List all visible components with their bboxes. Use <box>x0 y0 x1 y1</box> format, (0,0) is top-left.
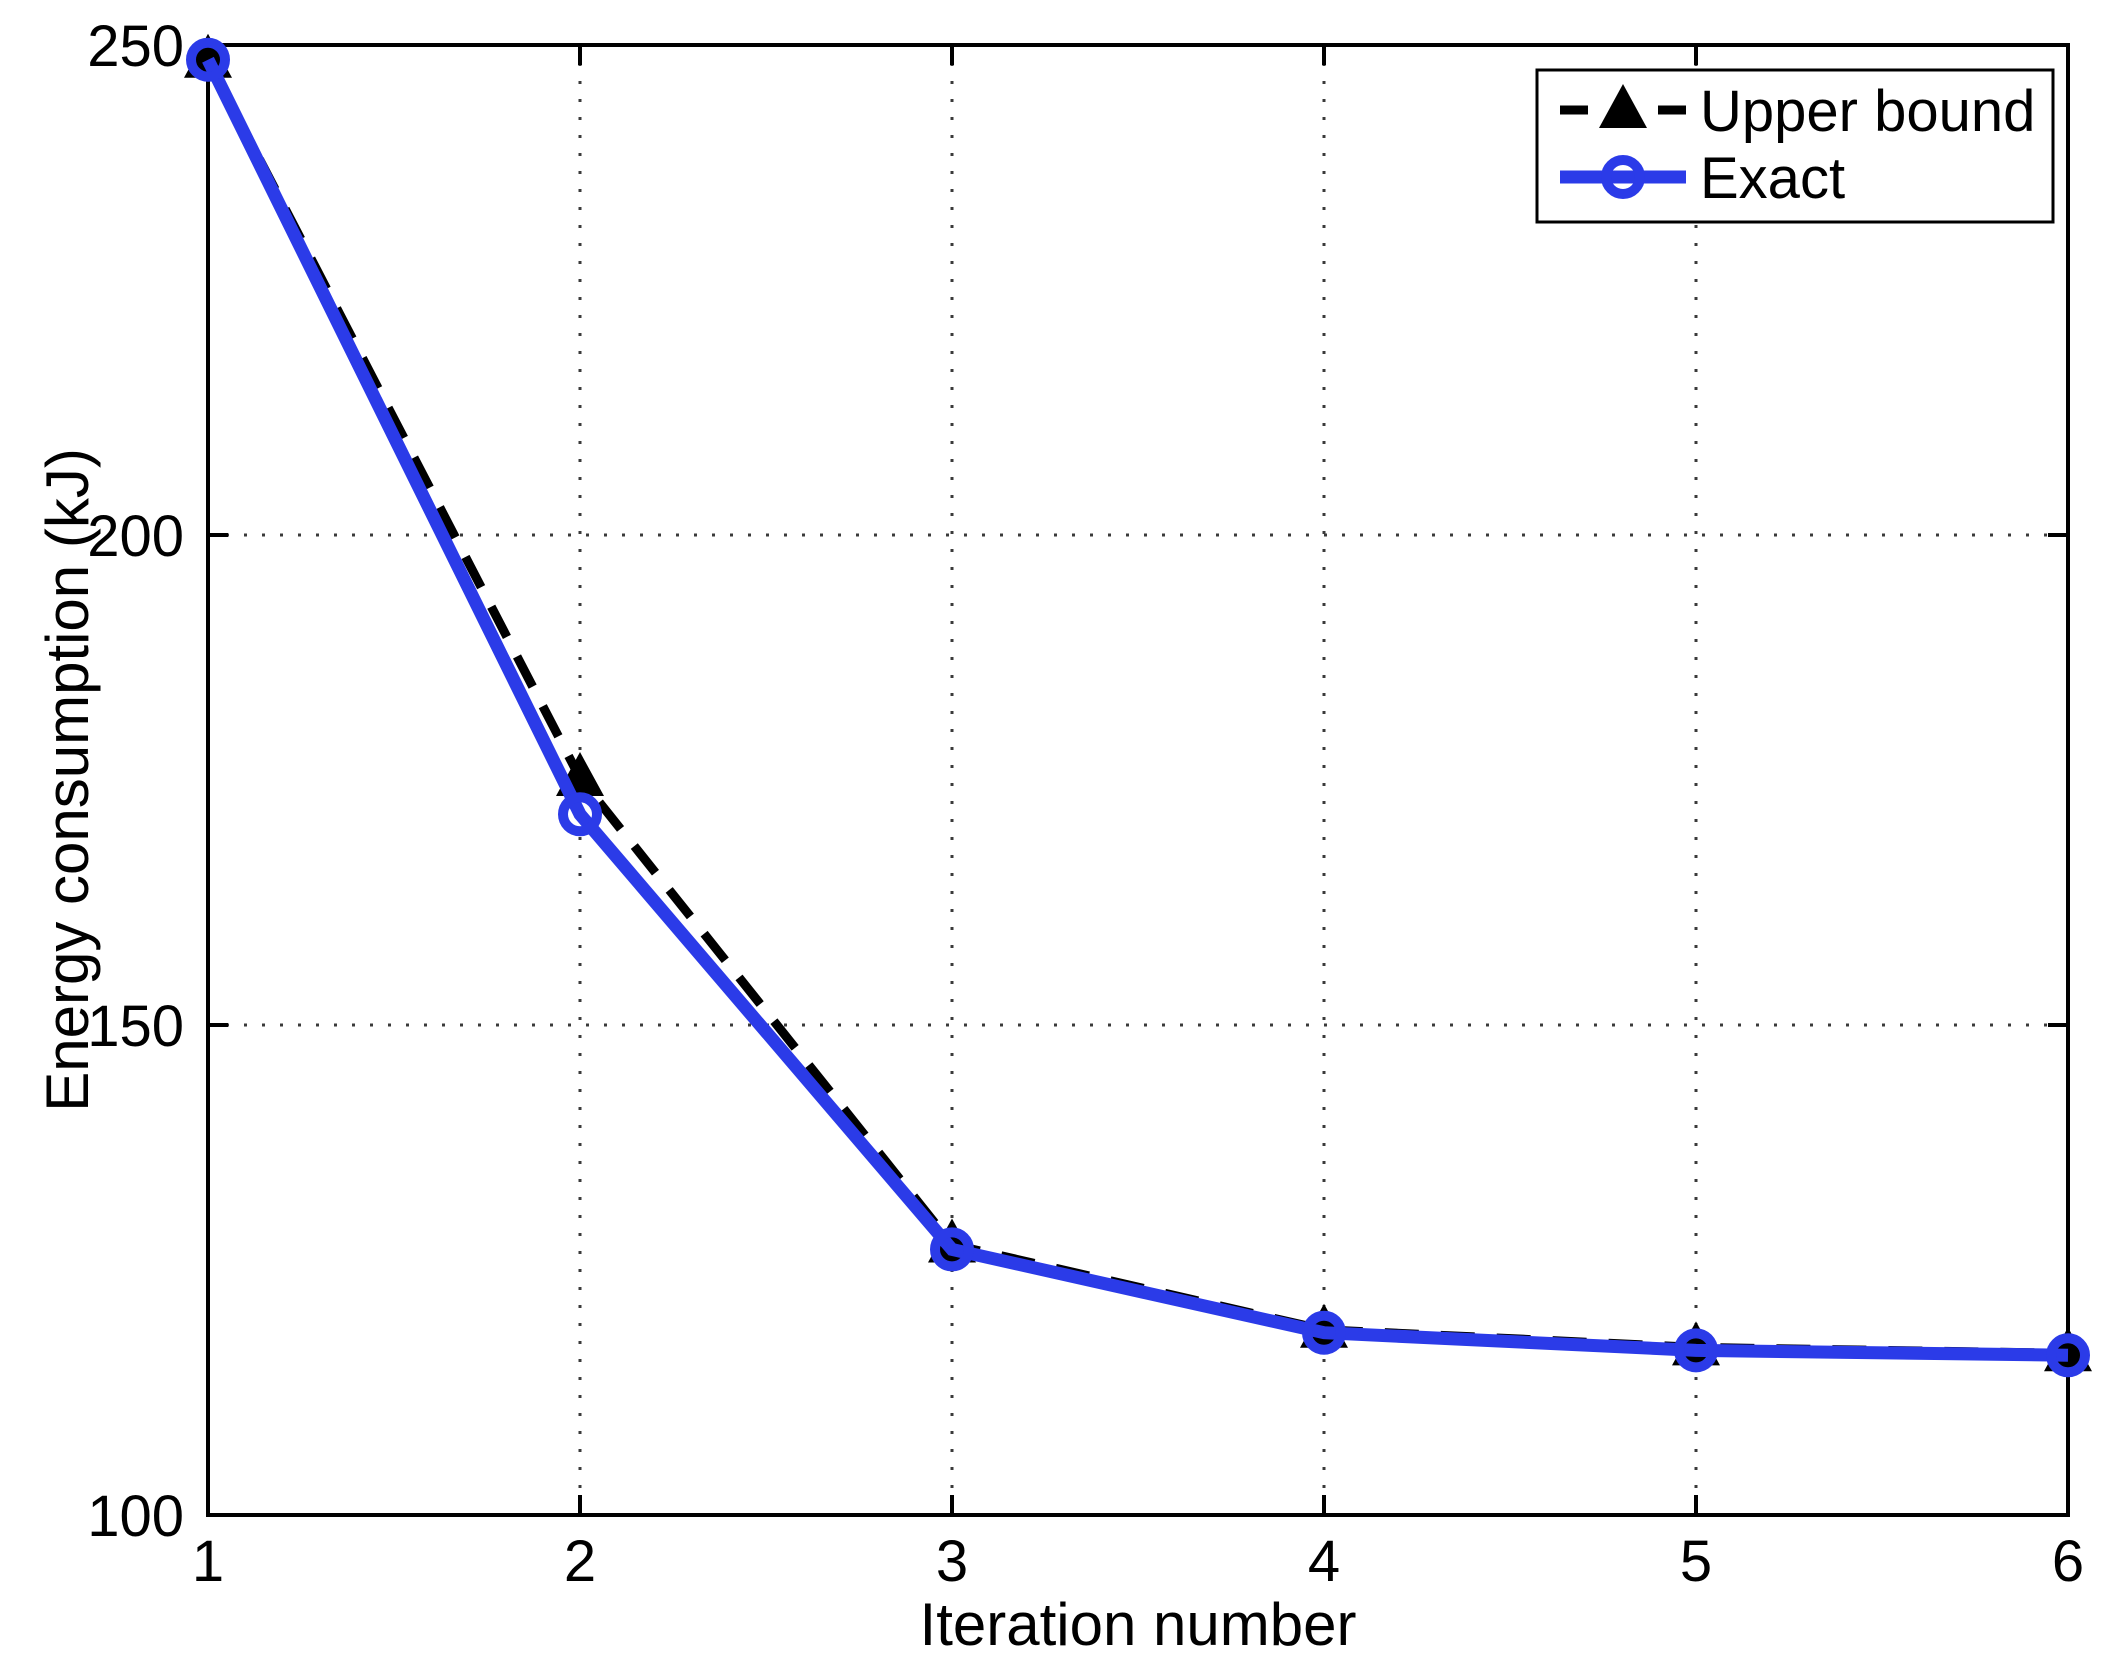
data-marker-circle <box>186 37 230 82</box>
legend-label: Exact <box>1700 146 1845 211</box>
legend-marker-triangle <box>1599 84 1647 128</box>
x-tick-label: 1 <box>192 1529 224 1594</box>
data-marker-circle <box>2046 1333 2090 1378</box>
y-tick-label: 250 <box>87 14 184 79</box>
data-marker-circle <box>558 792 602 837</box>
series-layer <box>184 33 2092 1378</box>
data-marker-circle <box>1302 1310 1346 1355</box>
legend-marker-circle <box>1601 155 1645 199</box>
x-tick-label: 5 <box>1680 1529 1712 1594</box>
x-tick-label: 3 <box>936 1529 968 1594</box>
x-tick-label: 2 <box>564 1529 596 1594</box>
y-tick-label: 150 <box>87 994 184 1059</box>
y-tick-label: 100 <box>87 1484 184 1549</box>
series-line-0 <box>204 57 2069 1358</box>
legend-label: Upper bound <box>1700 79 2035 144</box>
x-tick-label: 4 <box>1308 1529 1340 1594</box>
data-marker-circle <box>1674 1328 1718 1373</box>
x-axis-label: Iteration number <box>920 1591 1357 1658</box>
label-layer: 1 2 3 4 5 6 100 150 200 250 Iteration number Energy… <box>34 14 2084 1658</box>
data-marker-circle <box>930 1227 974 1272</box>
y-axis-label: Energy consumption (kJ) <box>34 448 101 1112</box>
x-tick-label: 6 <box>2052 1529 2084 1594</box>
y-tick-label: 200 <box>87 504 184 569</box>
series-line-1 <box>202 56 2069 1362</box>
plot-border <box>206 43 2070 1517</box>
